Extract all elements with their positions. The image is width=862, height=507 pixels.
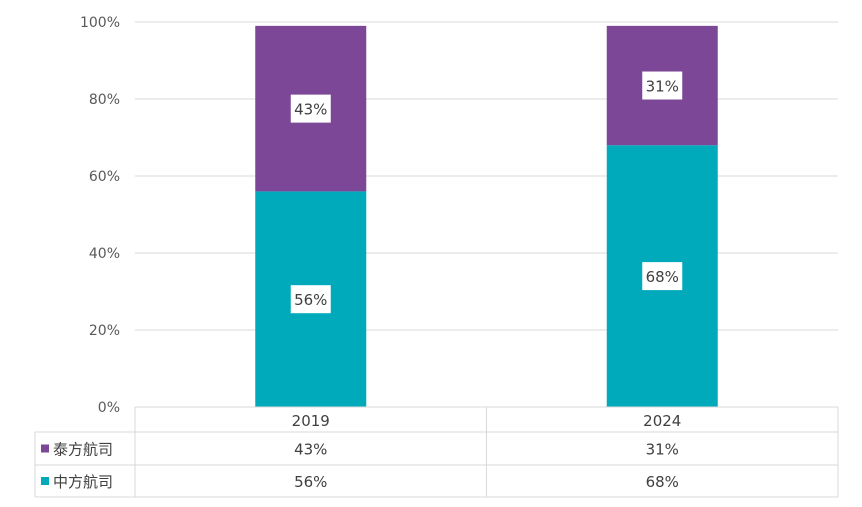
y-tick-label: 0%: [98, 400, 120, 416]
x-category-label: 2024: [643, 412, 681, 430]
y-tick-label: 80%: [89, 92, 120, 108]
data-label: 43%: [294, 101, 327, 119]
y-tick-label: 40%: [89, 246, 120, 262]
table-cell: 56%: [294, 473, 327, 491]
y-tick-label: 100%: [80, 15, 120, 31]
data-label-box: [290, 285, 331, 314]
y-tick-label: 20%: [89, 323, 120, 339]
x-category-label: 2019: [292, 412, 330, 430]
legend-swatch: [41, 477, 49, 485]
legend-series-name: 中方航司: [53, 473, 113, 491]
data-label-box: [290, 94, 331, 123]
table-cell: 68%: [646, 473, 679, 491]
data-label-box: [642, 71, 683, 100]
y-tick-label: 60%: [89, 169, 120, 185]
data-label: 56%: [294, 291, 327, 309]
table-cell: 43%: [294, 441, 327, 459]
data-label: 68%: [646, 268, 679, 286]
legend-series-name: 泰方航司: [53, 441, 113, 459]
data-label-box: [642, 262, 683, 291]
legend-swatch: [41, 444, 49, 453]
table-cell: 31%: [646, 441, 679, 459]
data-label: 31%: [646, 78, 679, 96]
